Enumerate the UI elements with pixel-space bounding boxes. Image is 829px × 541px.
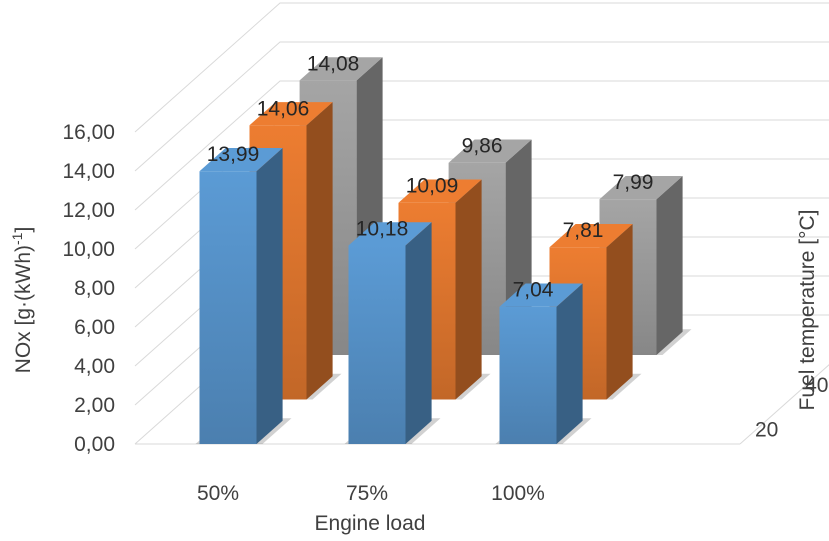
y-tick-label: 14,00 [62,160,115,183]
bar-top [499,283,583,307]
bar-side [256,148,283,444]
data-label: 13,99 [207,143,260,166]
y-tick-label: 8,00 [74,277,115,300]
gridline [134,2,829,133]
bar-side [405,222,432,444]
gridline [134,41,829,172]
data-labels: 14,08 9,86 7,99 14,06 10,09 7,81 13,99 10,18 7,0… [207,52,654,301]
x-axis-ticks: 50% 75% 100% [197,482,545,505]
y-tick-label: 16,00 [62,121,115,144]
depth-tick-label: 40 [805,374,828,397]
bar-side [556,283,583,444]
data-label: 14,06 [257,97,310,120]
bar-20-50% [195,148,292,444]
depth-axis-ticks: 204055 [755,374,828,442]
y-axis-ticks: 0,00 2,00 4,00 6,00 8,00 10,00 12,00 14,00 16,00 [62,121,115,456]
data-label: 7,99 [613,171,654,194]
depth-axis-title: Fuel temperature [°C] [796,210,819,411]
bar-top [448,139,532,163]
depth-tick-label: 20 [755,418,778,441]
x-tick-label: 50% [197,482,239,505]
data-label: 7,04 [513,279,554,302]
bar-side [656,176,683,355]
gridline [134,80,829,211]
bar-front [499,306,557,444]
bar-top [299,57,383,81]
bar-front [348,245,406,444]
y-tick-label: 2,00 [74,394,115,417]
y-tick-label: 10,00 [62,238,115,261]
y-axis-title: NOx [g·(kWh)-1] [9,227,35,374]
x-axis-title: Engine load [315,512,426,535]
x-tick-label: 100% [491,482,545,505]
bar-front [199,171,257,444]
data-label: 14,08 [307,52,360,75]
y-tick-label: 12,00 [62,199,115,222]
bars-group [195,57,692,444]
bar-20-75% [344,222,441,444]
y-tick-label: 6,00 [74,316,115,339]
bar-top [249,102,333,126]
bar-top [348,222,432,246]
bar-side [306,102,333,400]
y-tick-label: 4,00 [74,355,115,378]
data-label: 10,09 [406,175,459,198]
y-tick-label: 0,00 [74,433,115,456]
data-label: 9,86 [462,135,503,158]
bar-top [599,176,683,200]
floor-edge [739,364,829,445]
bar-side [606,224,633,400]
bar-20-100% [495,283,592,444]
bar-top [549,224,633,248]
bar-top [199,148,283,172]
data-label: 7,81 [563,219,604,242]
data-label: 10,18 [356,218,409,241]
x-tick-label: 75% [346,482,388,505]
bar-top [398,179,482,203]
bar-side [455,179,482,400]
